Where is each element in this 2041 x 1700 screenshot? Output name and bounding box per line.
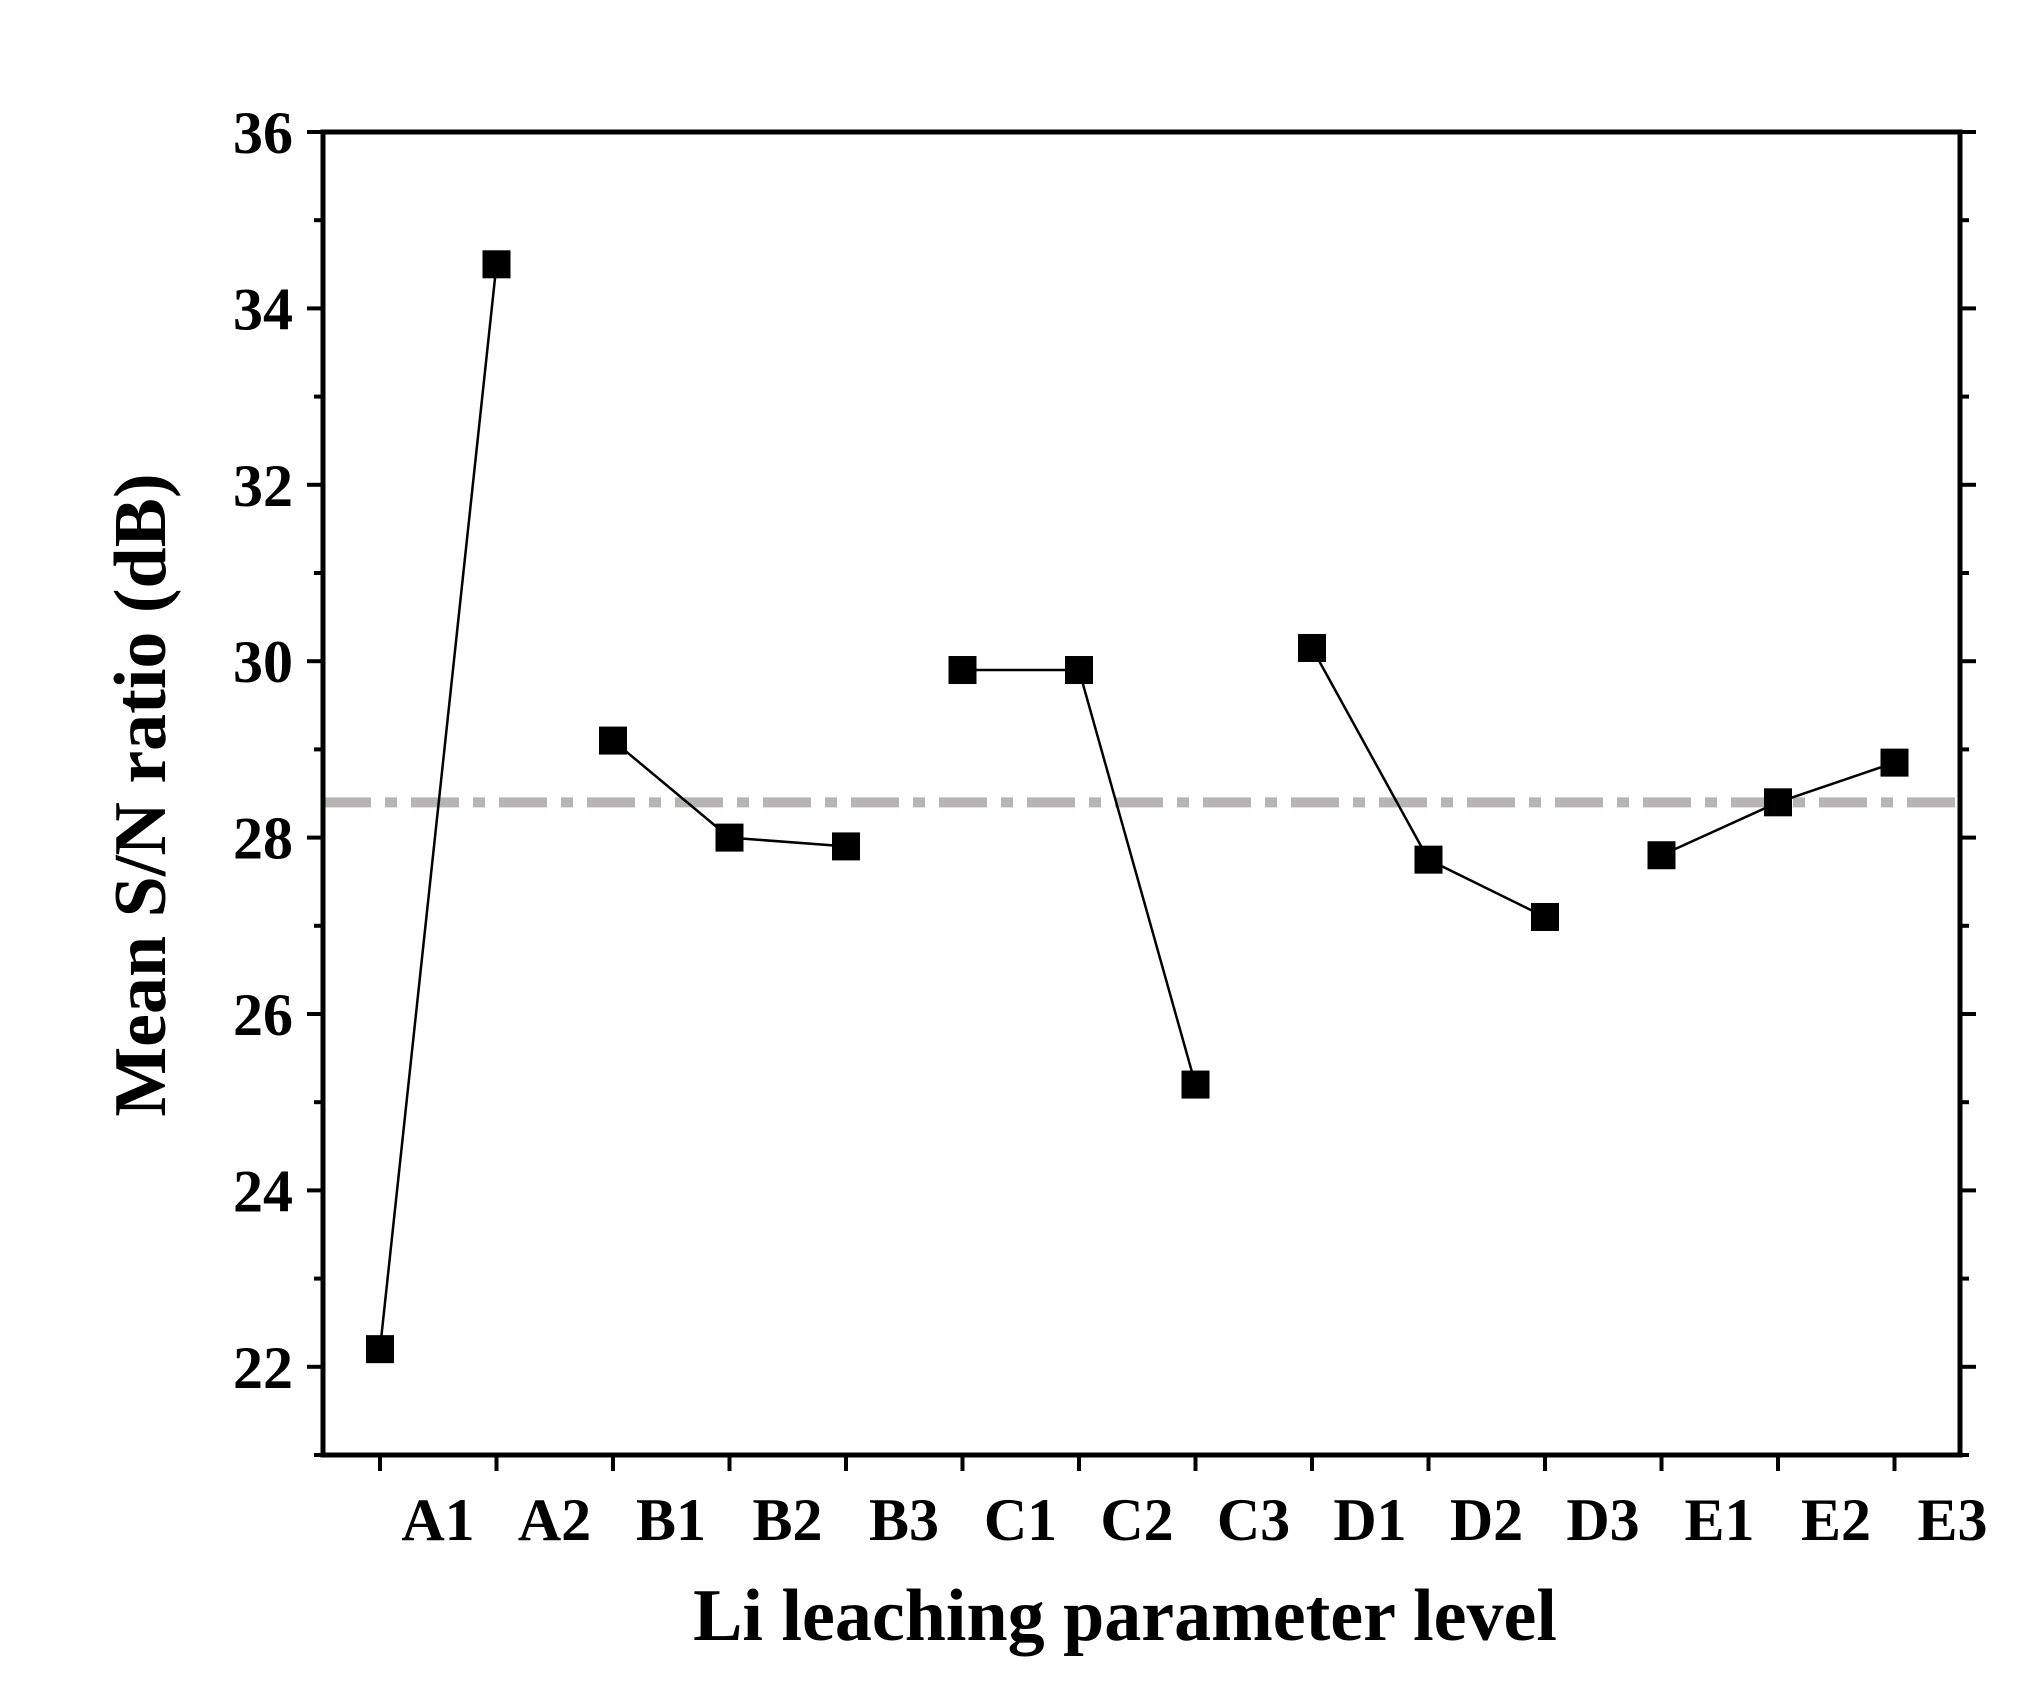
data-point — [1181, 1070, 1210, 1099]
y-tick-label: 28 — [233, 806, 293, 872]
x-tick-label: E3 — [1917, 1487, 1987, 1553]
y-tick-label: 22 — [233, 1335, 293, 1401]
x-tick-label: E2 — [1801, 1487, 1871, 1553]
ticks-layer: 22 24 26 28 30 32 34 36 A1 A2 B1 B2 B3 C1 C2 C3 D1 D2 D3 E1… — [233, 100, 1988, 1553]
x-tick-label: B3 — [869, 1487, 939, 1553]
y-axis-title: Mean S/N ratio (dB) — [100, 473, 182, 1116]
x-axis-title: Li leaching parameter level — [693, 1575, 1557, 1657]
x-tick-label: B2 — [752, 1487, 822, 1553]
y-tick-label: 24 — [233, 1158, 293, 1224]
series-line — [962, 668, 1197, 1085]
data-point — [1298, 633, 1326, 662]
y-tick-label: 30 — [233, 629, 293, 695]
x-tick-label: A1 — [401, 1487, 474, 1553]
y-tick-label: 32 — [233, 453, 293, 519]
x-tick-label: D1 — [1333, 1487, 1406, 1553]
x-tick-label: D2 — [1450, 1487, 1523, 1553]
data-point — [832, 832, 860, 861]
data-point — [599, 726, 627, 755]
x-tick-label: C1 — [984, 1487, 1057, 1553]
data-point — [1647, 841, 1676, 870]
data-point — [948, 656, 977, 685]
axes-layer — [320, 129, 1963, 1458]
series-line — [1310, 647, 1546, 919]
y-tick-label: 26 — [233, 982, 293, 1048]
series-line — [378, 264, 498, 1350]
y-tick-label: 36 — [233, 100, 293, 166]
data-point — [366, 1335, 394, 1364]
y-tick-label: 34 — [233, 276, 293, 342]
x-tick-label: D3 — [1566, 1487, 1639, 1553]
x-tick-label: C3 — [1217, 1487, 1290, 1553]
data-point — [1764, 788, 1792, 817]
data-point — [1065, 656, 1093, 685]
data-point — [1880, 748, 1909, 777]
x-tick-label: C2 — [1100, 1487, 1173, 1553]
series-layer — [366, 250, 1909, 1364]
x-tick-label: B1 — [636, 1487, 706, 1553]
data-point — [1531, 902, 1559, 931]
data-point — [482, 250, 511, 279]
plot-frame — [320, 129, 1963, 1458]
data-point — [1414, 845, 1443, 874]
x-tick-label: A2 — [518, 1487, 591, 1553]
x-tick-label: E1 — [1684, 1487, 1754, 1553]
data-point — [715, 823, 744, 852]
